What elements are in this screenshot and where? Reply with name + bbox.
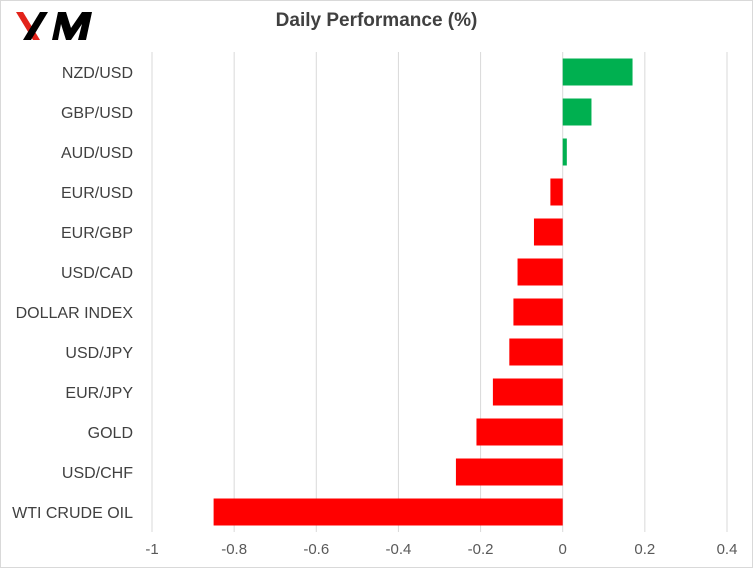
category-label: GBP/USD xyxy=(61,105,133,122)
category-label: USD/JPY xyxy=(65,345,133,362)
bar xyxy=(562,138,567,166)
x-tick-label: 0.2 xyxy=(634,541,655,558)
xm-logo xyxy=(16,12,92,40)
x-tick-label: -0.4 xyxy=(385,541,411,558)
category-label: GOLD xyxy=(88,425,133,442)
bar xyxy=(492,378,563,406)
bar xyxy=(562,58,633,86)
x-axis-ticks: -1 -0.8 -0.6 -0.4 -0.2 0 0.2 0.4 xyxy=(145,541,737,558)
bar xyxy=(213,498,563,526)
category-label: USD/CAD xyxy=(61,265,133,282)
category-label: AUD/USD xyxy=(61,145,133,162)
gridlines xyxy=(151,52,728,532)
chart-title: Daily Performance (%) xyxy=(275,10,478,31)
x-tick-label: -0.8 xyxy=(221,541,247,558)
category-label: EUR/JPY xyxy=(65,385,133,402)
bar xyxy=(517,258,563,286)
x-tick-label: 0 xyxy=(559,541,567,558)
bar xyxy=(513,298,563,326)
x-tick-label: -1 xyxy=(145,541,158,558)
category-label: USD/CHF xyxy=(62,465,133,482)
x-tick-label: 0.4 xyxy=(717,541,738,558)
bars xyxy=(213,58,633,526)
category-label: EUR/GBP xyxy=(61,225,133,242)
bar xyxy=(476,418,563,446)
category-labels: NZD/USD GBP/USD AUD/USD EUR/USD EUR/GBP USD/C… xyxy=(12,65,133,522)
x-tick-label: -0.6 xyxy=(303,541,329,558)
logo-black-x-stroke xyxy=(23,12,48,40)
logo-m-letter xyxy=(52,12,92,40)
category-label: NZD/USD xyxy=(62,65,133,82)
category-label: DOLLAR INDEX xyxy=(16,305,134,322)
category-label: EUR/USD xyxy=(61,185,133,202)
x-tick-label: -0.2 xyxy=(468,541,494,558)
bar xyxy=(455,458,563,486)
bar xyxy=(562,98,592,126)
bar xyxy=(550,178,563,206)
bar xyxy=(533,218,563,246)
category-label: WTI CRUDE OIL xyxy=(12,505,133,522)
bar xyxy=(509,338,563,366)
